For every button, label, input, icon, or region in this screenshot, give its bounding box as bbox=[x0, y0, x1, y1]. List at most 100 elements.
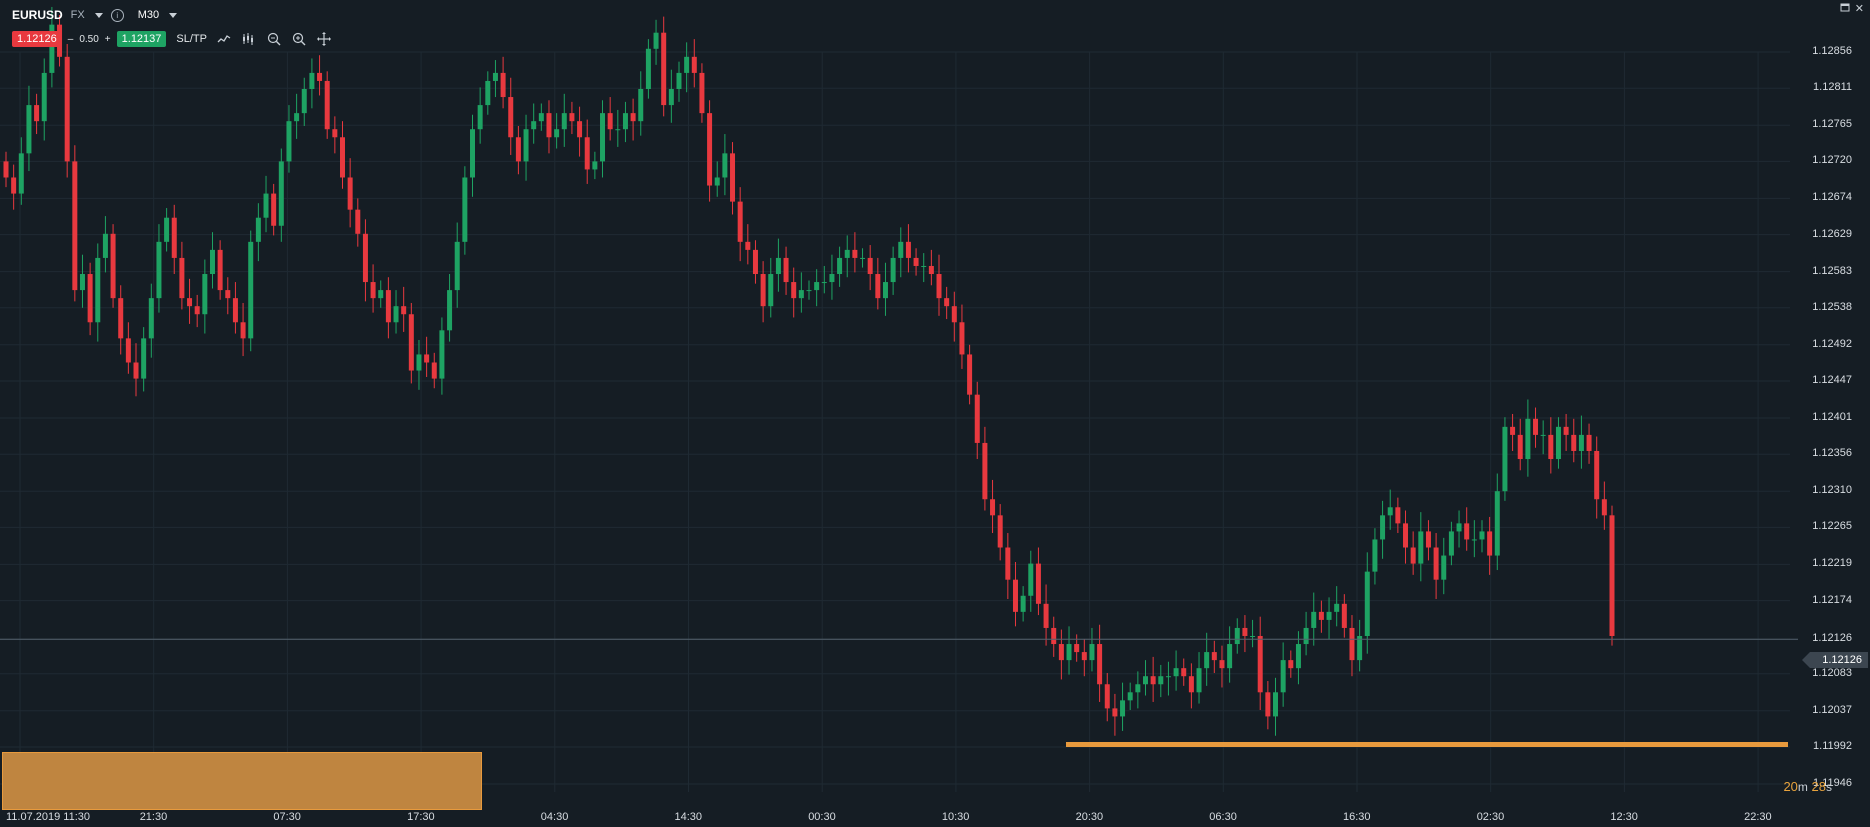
candle-bull bbox=[1372, 528, 1378, 585]
buy-button[interactable]: 1.12137 bbox=[116, 31, 167, 47]
candle-bear bbox=[752, 240, 758, 284]
crosshair-icon[interactable] bbox=[316, 31, 332, 47]
candle-bear bbox=[1150, 656, 1156, 702]
candle-body bbox=[1051, 627, 1057, 645]
candle-bear bbox=[347, 158, 353, 228]
market-dropdown-icon[interactable] bbox=[94, 12, 103, 18]
candle-body bbox=[882, 282, 888, 299]
candle-body bbox=[1257, 635, 1263, 693]
candle-body bbox=[439, 330, 445, 379]
symbol-label[interactable]: EURUSD bbox=[12, 8, 63, 22]
spread-stepper[interactable]: – 0.50 + bbox=[62, 34, 117, 45]
zoom-in-icon[interactable] bbox=[291, 31, 307, 47]
candle-body bbox=[921, 265, 927, 267]
candle-bear bbox=[967, 344, 973, 405]
candle-bear bbox=[11, 164, 17, 210]
restore-icon[interactable] bbox=[1840, 2, 1851, 16]
zoom-out-icon[interactable] bbox=[266, 31, 282, 47]
candle-bear bbox=[87, 262, 93, 336]
candle-bear bbox=[110, 224, 116, 308]
candle-body bbox=[271, 193, 277, 226]
candle-bear bbox=[1211, 640, 1217, 673]
candle-bull bbox=[1334, 586, 1340, 627]
candle-body bbox=[339, 137, 345, 178]
info-icon[interactable]: i bbox=[110, 8, 124, 22]
candle-bear bbox=[1219, 645, 1225, 688]
candle-bull bbox=[714, 161, 720, 197]
candle-body bbox=[1387, 507, 1393, 516]
candle-bull bbox=[531, 103, 537, 144]
candle-bear bbox=[737, 187, 743, 262]
candle-bull bbox=[1135, 671, 1141, 709]
candle-body bbox=[1448, 531, 1454, 556]
candle-bear bbox=[1181, 658, 1187, 686]
candle-body bbox=[1173, 668, 1179, 677]
candle-body bbox=[102, 233, 108, 258]
candle-bear bbox=[1403, 510, 1409, 564]
spread-plus-button[interactable]: + bbox=[104, 33, 111, 45]
candle-bear bbox=[515, 126, 521, 175]
candle-bear bbox=[745, 224, 751, 265]
candle-bear bbox=[546, 100, 552, 154]
timeframe-select[interactable]: M30 bbox=[137, 9, 160, 21]
candle-body bbox=[1594, 450, 1600, 500]
candle-bull bbox=[898, 227, 904, 278]
price-tick-label: 1.12674 bbox=[1812, 191, 1852, 204]
candle-bear bbox=[217, 240, 223, 300]
countdown-minutes-unit: m bbox=[1797, 780, 1808, 794]
candle-bear bbox=[1058, 629, 1064, 680]
candle-body bbox=[110, 233, 116, 299]
time-tick-label: 20:30 bbox=[1075, 811, 1104, 823]
candle-body bbox=[1311, 611, 1317, 628]
countdown-seconds-unit: s bbox=[1826, 780, 1832, 794]
candle-body bbox=[684, 56, 690, 73]
timeframe-dropdown-icon[interactable] bbox=[169, 12, 178, 18]
candle-bull bbox=[1555, 417, 1561, 469]
line-chart-icon[interactable] bbox=[216, 31, 232, 47]
spread-minus-button[interactable]: – bbox=[67, 33, 74, 45]
candle-body bbox=[171, 217, 177, 258]
candle-bull bbox=[79, 254, 85, 308]
market-label[interactable]: FX bbox=[70, 9, 85, 21]
candle-body bbox=[1601, 499, 1607, 516]
candle-bear bbox=[339, 121, 345, 189]
candle-bear bbox=[997, 504, 1003, 561]
sltp-button[interactable]: SL/TP bbox=[176, 33, 207, 45]
candle-bear bbox=[408, 302, 414, 384]
candle-body bbox=[1540, 434, 1546, 436]
sell-button[interactable]: 1.12126 bbox=[12, 31, 62, 47]
candle-bear bbox=[370, 264, 376, 313]
candle-body bbox=[860, 257, 866, 259]
candle-body bbox=[890, 257, 896, 283]
candle-bear bbox=[194, 294, 200, 328]
candle-body bbox=[232, 298, 238, 323]
candle-body bbox=[1487, 531, 1493, 556]
selection-highlight[interactable] bbox=[2, 752, 482, 810]
indicators-icon[interactable] bbox=[241, 31, 257, 47]
candle-body bbox=[1234, 627, 1240, 645]
candle-bull bbox=[492, 60, 498, 98]
candle-bull bbox=[393, 290, 399, 334]
candle-body bbox=[1525, 418, 1531, 460]
candle-body bbox=[913, 257, 919, 266]
candle-body bbox=[1242, 627, 1248, 636]
candle-bear bbox=[936, 254, 942, 316]
candle-bear bbox=[1265, 681, 1271, 730]
candle-body bbox=[1609, 515, 1615, 636]
candle-body bbox=[278, 161, 284, 226]
support-level-line[interactable] bbox=[1066, 742, 1788, 747]
candle-body bbox=[1035, 563, 1041, 604]
candle-bear bbox=[1586, 423, 1592, 464]
price-tick-label: 1.12401 bbox=[1812, 411, 1852, 423]
candle-bull bbox=[1311, 592, 1317, 646]
candle-bull bbox=[1234, 618, 1240, 654]
candle-bull bbox=[202, 259, 208, 334]
candle-bull bbox=[829, 254, 835, 300]
candle-body bbox=[737, 201, 743, 242]
candle-body bbox=[752, 249, 758, 275]
close-icon[interactable]: ✕ bbox=[1854, 3, 1864, 15]
candle-bear bbox=[1043, 584, 1049, 646]
candle-body bbox=[1211, 652, 1217, 661]
candle-body bbox=[355, 209, 361, 234]
